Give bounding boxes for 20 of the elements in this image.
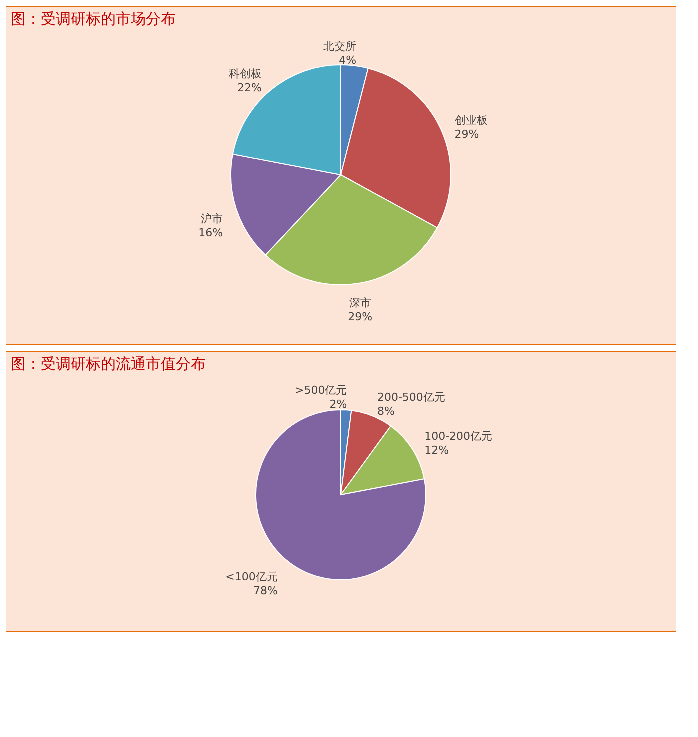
data-label: 16% [198,226,224,240]
data-label: 29% [348,310,373,324]
slice-label: >500亿元 [294,384,348,398]
slice-label: 200-500亿元 [377,390,446,404]
chart-title: 图：受调研标的市场分布 [11,10,176,28]
slice-label: 北交所 [324,40,357,53]
data-label: 78% [253,584,278,598]
data-label: 8% [377,404,395,418]
slice-label: 科创板 [228,67,262,80]
data-label: 4% [339,54,357,67]
chart-title: 图：受调研标的流通市值分布 [11,355,206,373]
slice-label: 沪市 [201,212,224,226]
data-label: 22% [238,81,262,94]
data-label: 29% [454,128,480,141]
data-label: 2% [330,398,348,412]
slice-label: <100亿元 [226,570,278,584]
data-label: 12% [424,444,450,457]
slice-label: 100-200亿元 [424,430,493,443]
slice-label: 深市 [349,296,372,310]
slice-label: 创业板 [454,114,488,127]
